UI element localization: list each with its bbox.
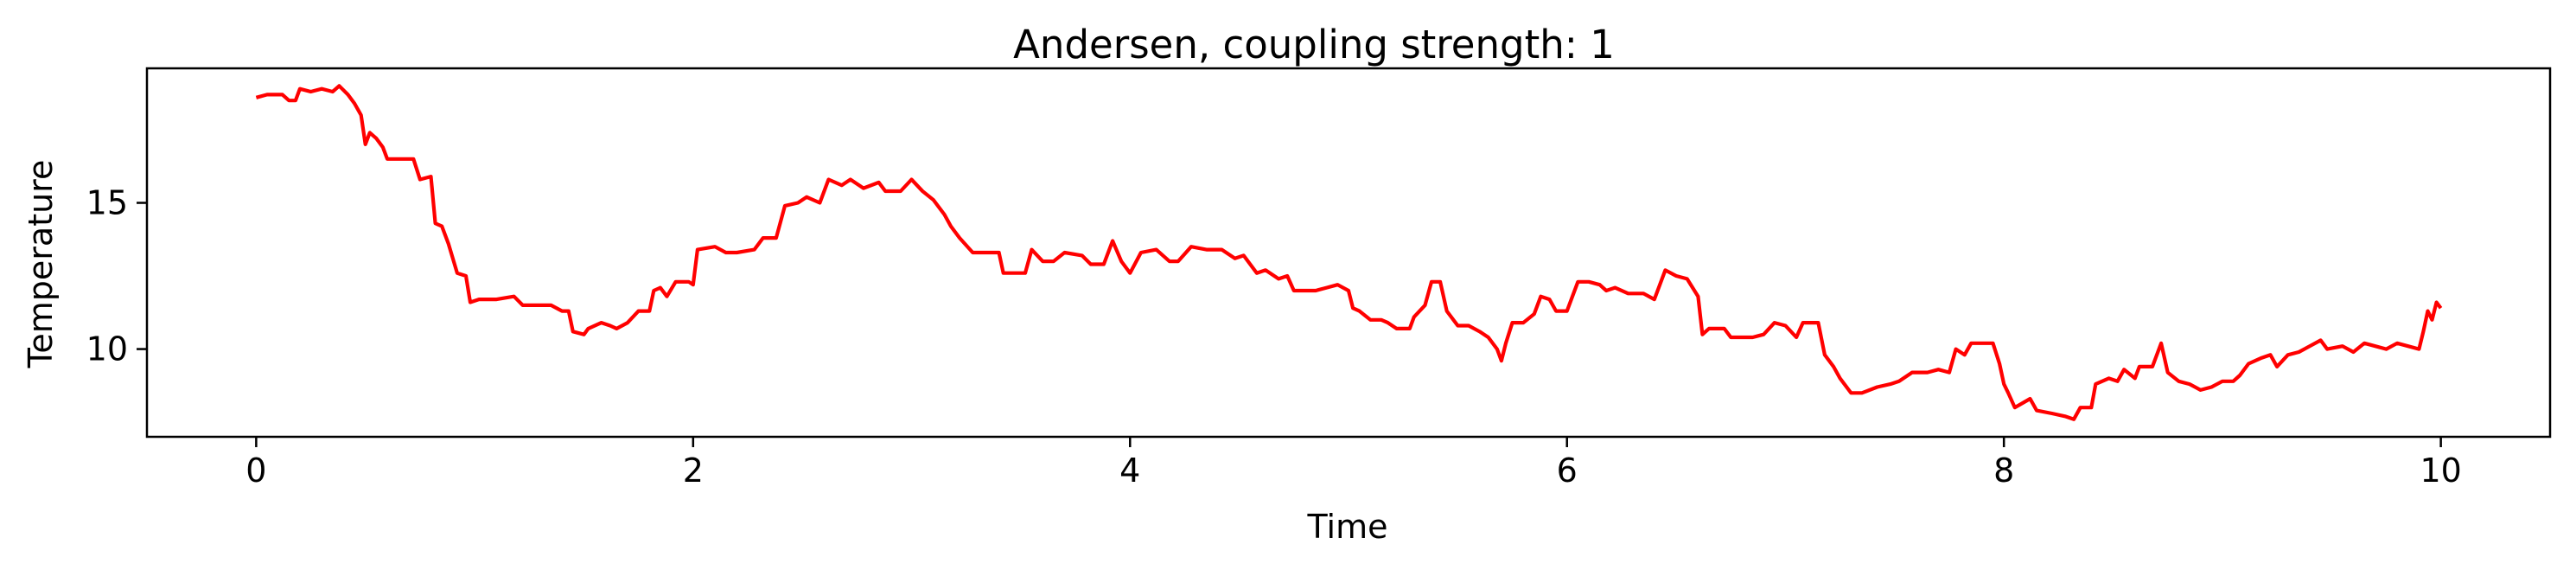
x-tick-label-4: 8: [1993, 452, 2014, 490]
y-tick-label-0: 10: [86, 330, 128, 368]
x-tick-label-5: 10: [2420, 452, 2461, 490]
series-line-0: [255, 84, 2443, 421]
y-axis-label: Temperature: [22, 160, 60, 369]
x-tick-label-1: 2: [683, 452, 704, 490]
x-tick-label-0: 0: [245, 452, 266, 490]
axes-frame: [145, 67, 2552, 439]
y-tick-label-1: 15: [86, 184, 128, 222]
chart-title: Andersen, coupling strength: 1: [1013, 22, 1615, 67]
x-axis-label: Time: [1307, 508, 1388, 546]
x-tick-label-3: 6: [1557, 452, 1578, 490]
plot-area: [255, 84, 2443, 421]
x-tick-label-2: 4: [1119, 452, 1140, 490]
y-axis: 10 15: [86, 184, 147, 368]
x-axis: 0 2 4 6 8 10: [245, 437, 2462, 490]
